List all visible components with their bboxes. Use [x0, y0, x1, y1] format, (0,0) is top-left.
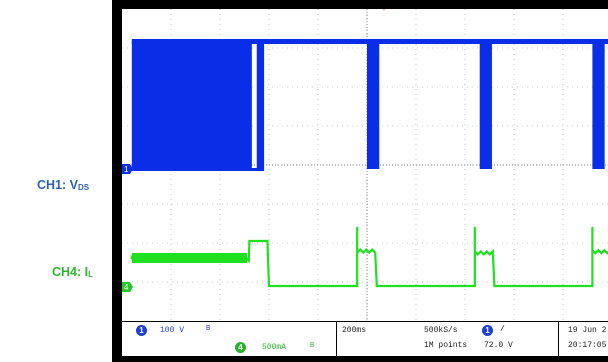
ch1-switching-band — [256, 41, 265, 169]
ch4-il-label: CH4: IL — [52, 265, 94, 279]
trigger-source-badge[interactable]: 1 — [482, 325, 493, 336]
ch4-scale: 500mA — [262, 343, 287, 352]
ch4-bandwidth-icon: B — [310, 342, 315, 350]
ch4-marker-text: 4 — [124, 283, 129, 292]
ch1-vds-label: CH1: VDS — [37, 178, 90, 192]
date: 19 Jun 2 — [568, 326, 607, 335]
ch1-switching-band — [592, 41, 605, 169]
timebase: 200ms — [342, 326, 367, 335]
trigger-level: 72.0 V — [484, 341, 513, 350]
time: 20:17:05 — [568, 341, 607, 350]
ch4-ground-marker[interactable] — [122, 282, 133, 292]
graticule-grid — [122, 9, 608, 321]
status-readout-bar: 1 100 V B 4 500mA B 200ms 500kS/s 1M poi… — [122, 322, 608, 356]
ch1-badge[interactable]: 1 — [136, 325, 147, 336]
channel-scale-panel: 1 100 V B 4 500mA B — [122, 322, 337, 356]
datetime-panel: 19 Jun 2 20:17:05 — [560, 322, 608, 356]
ch1-burst-block — [131, 41, 252, 169]
ch4-badge[interactable]: 4 — [235, 342, 246, 353]
ch1-scale: 100 V — [160, 326, 185, 335]
waveform-plot: 1 4 — [122, 9, 608, 321]
channel-markers: 1 4 — [122, 9, 388, 292]
trigger-position-marker[interactable] — [380, 9, 388, 11]
ch1-ground-level — [131, 168, 265, 171]
ch1-marker-text: 1 — [124, 165, 129, 174]
ch1-ground-marker[interactable] — [122, 164, 133, 174]
sample-rate: 500kS/s — [424, 326, 458, 335]
ch1-switching-band — [367, 41, 380, 169]
acquisition-panel: 200ms 500kS/s 1M points 1 / 72.0 V — [338, 322, 559, 356]
ch1-switching-band — [479, 41, 492, 169]
trigger-slope-icon: / — [500, 325, 505, 334]
ch1-waveform — [131, 39, 608, 171]
ch4-waveform — [130, 227, 608, 288]
ch4-burst-block — [131, 253, 247, 263]
ch1-bandwidth-icon: B — [206, 325, 211, 333]
record-length: 1M points — [424, 341, 468, 350]
waveform-screen: 1 4 — [122, 9, 608, 321]
